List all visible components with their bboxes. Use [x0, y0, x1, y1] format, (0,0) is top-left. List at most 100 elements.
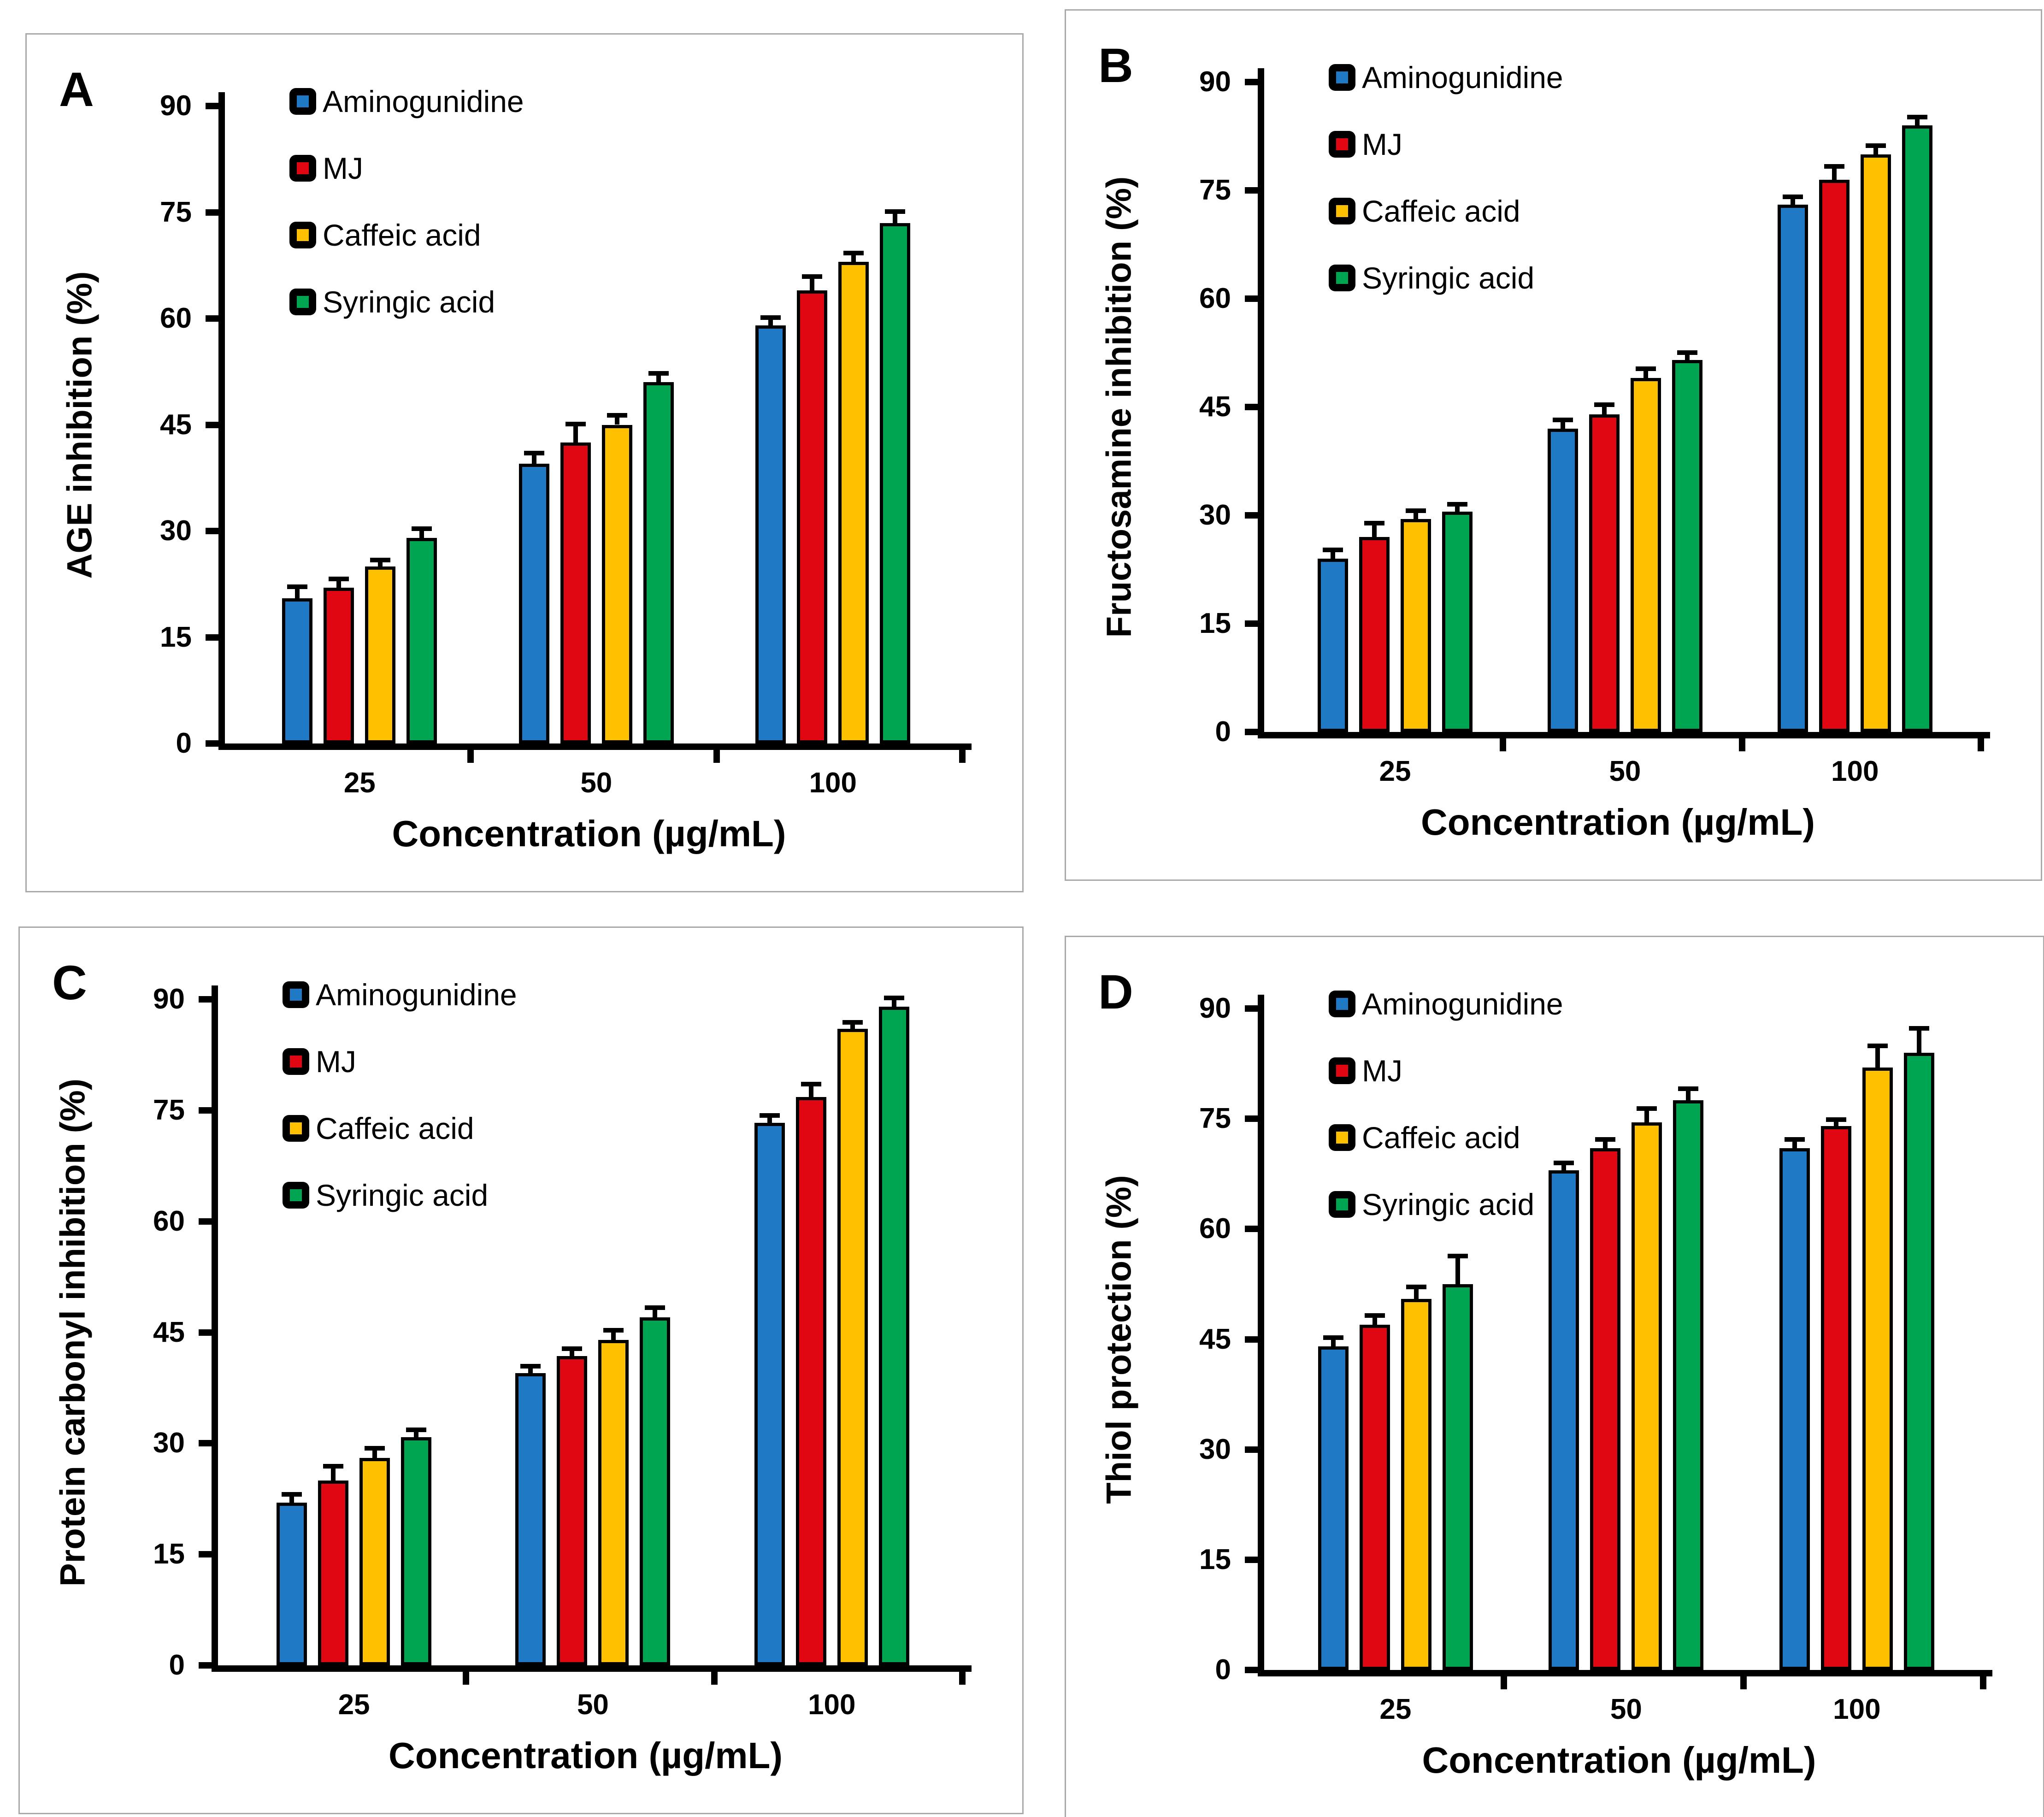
x-category-label: 25	[1379, 755, 1411, 787]
y-tick-label: 75	[1199, 174, 1231, 206]
bar-caffeic-acid-50	[1632, 1122, 1662, 1670]
legend-label: Aminogunidine	[323, 84, 524, 118]
error-bar-stem	[808, 1086, 813, 1097]
bar-aminogunidine-100	[1777, 205, 1808, 732]
error-bar-cap	[406, 1428, 427, 1433]
legend-marker-icon	[1329, 991, 1355, 1017]
bar-caffeic-acid-25	[365, 566, 396, 743]
bar-caffeic-acid-25	[359, 1458, 390, 1665]
y-tick-label: 30	[160, 515, 192, 547]
legend-item-mj: MJ	[283, 1044, 356, 1079]
y-tick	[1245, 1556, 1258, 1563]
error-bar-cap	[1826, 1117, 1846, 1122]
y-tick-label: 60	[1199, 283, 1231, 314]
bar-syringic-acid-50	[1673, 1100, 1704, 1670]
error-bar-cap	[1865, 143, 1886, 148]
x-tick	[1978, 738, 1984, 751]
legend-label: Caffeic acid	[1362, 1121, 1520, 1155]
y-tick-label: 90	[1199, 992, 1231, 1024]
y-tick	[1245, 1005, 1258, 1012]
bar-caffeic-acid-50	[598, 1339, 629, 1665]
bar-mj-50	[560, 442, 591, 743]
error-bar-stem	[1372, 525, 1377, 537]
bar-aminogunidine-25	[277, 1502, 307, 1665]
legend-label: MJ	[316, 1044, 356, 1079]
x-tick	[713, 750, 720, 763]
error-bar-cap	[520, 1364, 541, 1369]
error-bar-stem	[336, 581, 342, 588]
legend-marker-icon	[283, 1115, 309, 1142]
y-tick-label: 90	[153, 983, 185, 1015]
x-axis	[212, 1665, 972, 1672]
error-bar-stem	[1686, 1091, 1691, 1101]
bar-caffeic-acid-25	[1400, 519, 1431, 732]
error-bar-cap	[648, 371, 669, 376]
error-bar-stem	[1833, 1121, 1838, 1127]
error-bar-cap	[1637, 1106, 1657, 1111]
legend-item-caffeic-acid: Caffeic acid	[1329, 194, 1520, 228]
y-tick-label: 0	[1215, 1654, 1231, 1686]
y-tick-label: 60	[160, 302, 192, 334]
error-bar-cap	[884, 995, 904, 1000]
legend-color-swatch	[1336, 1198, 1348, 1210]
legend-color-swatch	[1336, 998, 1348, 1010]
y-tick-label: 75	[160, 196, 192, 228]
x-category-label: 50	[577, 1689, 609, 1721]
error-bar-cap	[645, 1305, 666, 1310]
x-axis-title: Concentration (µg/mL)	[1421, 802, 1815, 843]
bar-syringic-acid-25	[1442, 512, 1473, 732]
x-tick	[959, 750, 966, 763]
y-axis	[1258, 68, 1264, 738]
y-tick	[1245, 1115, 1258, 1122]
bar-caffeic-acid-100	[838, 262, 869, 743]
error-bar-cap	[1322, 547, 1343, 552]
error-bar-cap	[1447, 1254, 1468, 1259]
legend-marker-icon	[1329, 265, 1355, 291]
error-bar-stem	[768, 320, 773, 326]
bar-syringic-acid-100	[1903, 1052, 1934, 1670]
y-tick	[1245, 1446, 1258, 1453]
error-bar-cap	[282, 1492, 302, 1497]
x-tick	[1738, 738, 1745, 751]
error-bar-cap	[1595, 1137, 1616, 1142]
error-bar-cap	[759, 1113, 780, 1118]
legend-marker-icon	[283, 1182, 309, 1209]
panel-letter-A: A	[59, 63, 94, 117]
error-bar-stem	[850, 1024, 855, 1029]
error-bar-stem	[419, 531, 424, 538]
y-tick	[199, 1551, 212, 1558]
bar-aminogunidine-50	[1549, 1170, 1579, 1670]
legend-item-mj: MJ	[289, 151, 363, 185]
panel-C: C 0 15 30 45 60 75 90 25 50 100 Concentration (µg/…	[18, 926, 1024, 1814]
error-bar-cap	[370, 557, 391, 562]
bar-caffeic-acid-50	[1630, 378, 1661, 732]
error-bar-stem	[1331, 1340, 1336, 1347]
error-bar-cap	[1782, 194, 1803, 199]
legend-label: Syringic acid	[323, 285, 495, 319]
y-tick	[206, 103, 218, 109]
error-bar-cap	[842, 1020, 863, 1025]
x-category-label: 100	[1833, 1693, 1881, 1725]
bar-syringic-acid-100	[880, 223, 911, 743]
error-bar-stem	[1372, 1318, 1377, 1325]
y-axis-title: AGE inhibition (%)	[60, 271, 100, 579]
x-axis-title: Concentration (µg/mL)	[1422, 1740, 1816, 1781]
y-tick-label: 45	[1199, 1323, 1231, 1355]
y-tick	[1245, 512, 1258, 519]
error-bar-stem	[1792, 1141, 1797, 1148]
y-tick-label: 0	[176, 727, 192, 759]
error-bar-cap	[1784, 1137, 1805, 1142]
legend-label: Aminogunidine	[316, 978, 517, 1012]
legend-marker-icon	[289, 155, 316, 182]
y-tick-label: 75	[1199, 1103, 1231, 1135]
y-tick	[1245, 729, 1258, 735]
bar-aminogunidine-100	[1779, 1148, 1810, 1670]
y-tick	[1245, 295, 1258, 302]
panel-letter-B: B	[1098, 39, 1133, 93]
error-bar-stem	[1916, 1030, 1921, 1053]
y-tick	[1245, 187, 1258, 194]
y-tick-label: 75	[153, 1094, 185, 1126]
error-bar-stem	[1790, 199, 1795, 205]
error-bar-stem	[528, 1369, 533, 1373]
error-bar-stem	[378, 562, 383, 566]
